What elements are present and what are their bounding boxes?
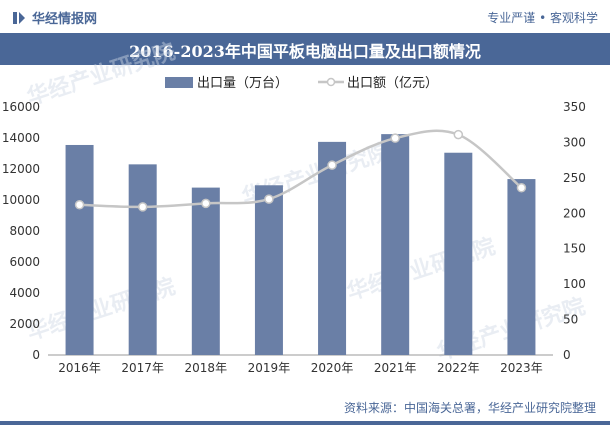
legend: 出口量（万台） 出口额（亿元） (165, 76, 438, 91)
bar (381, 134, 410, 355)
legend-bar-swatch (165, 77, 193, 88)
y-left-tick-label: 14000 (2, 131, 40, 145)
line-point (516, 183, 527, 193)
bar (507, 179, 536, 355)
brand[interactable]: 华经情报网 (12, 8, 97, 27)
y-right-tick-label: 100 (563, 277, 586, 291)
line-point (137, 202, 148, 212)
bar (128, 164, 157, 355)
y-left-tick-label: 6000 (9, 255, 40, 269)
legend-line-marker (326, 77, 336, 87)
brand-name: 华经情报网 (32, 12, 98, 27)
bar-series (65, 134, 536, 355)
watermark-layer: 华经产业研究院华经产业研究院华经产业研究院华经产业研究院华经产业研究院 (24, 38, 589, 365)
bar (318, 141, 347, 355)
x-tick-label: 2022年 (437, 361, 480, 375)
line-point (74, 200, 85, 210)
y-left-tick-label: 2000 (9, 317, 40, 331)
bar (254, 185, 283, 355)
line-point (264, 194, 274, 204)
watermark-text: 华经产业研究院 (344, 233, 499, 305)
x-tick-label: 2016年 (58, 361, 101, 375)
x-tick-label: 2020年 (311, 361, 354, 375)
source-note: 资料来源：中国海关总署，华经产业研究院整理 (343, 401, 596, 415)
watermark-text: 华经产业研究院 (24, 38, 179, 110)
x-tick-label: 2019年 (248, 361, 291, 375)
y-right-tick-label: 150 (563, 242, 586, 256)
title-bar (0, 33, 610, 65)
bar (65, 144, 94, 355)
y-right-tick-label: 50 (563, 313, 578, 327)
y-left-tick-label: 16000 (2, 100, 40, 114)
y-right-tick-label: 350 (563, 100, 586, 114)
header: 华经情报网 专业严谨 • 客观科学 (0, 0, 610, 32)
y-right-tick-label: 250 (563, 171, 586, 185)
footer-line (0, 421, 610, 425)
bar (191, 187, 220, 355)
x-tick-label: 2018年 (185, 361, 228, 375)
x-tick-label: 2023年 (500, 361, 543, 375)
y-left-tick-label: 10000 (2, 193, 40, 207)
x-tick-label: 2021年 (374, 361, 417, 375)
chart-title: 2016-2023年中国平板电脑出口量及出口额情况 (129, 42, 481, 61)
y-right-tick-label: 200 (563, 206, 586, 220)
y-left-tick-label: 8000 (9, 224, 40, 238)
brand-logo-icon (13, 11, 25, 24)
line-point (453, 129, 464, 140)
y-left-tick-label: 4000 (9, 286, 40, 300)
y-right-tick-label: 300 (563, 135, 586, 149)
bar (444, 152, 473, 355)
line-point (327, 160, 337, 170)
y-left-tick-label: 0 (32, 348, 40, 362)
slogan: 专业严谨 • 客观科学 (487, 11, 598, 25)
legend-label-line: 出口额（亿元） (347, 76, 438, 91)
line-series (74, 129, 527, 212)
axes: 0 2000 4000 6000 8000 10000 12000 14000 16000 0 50… (2, 100, 586, 375)
legend-label-bar: 出口量（万台） (197, 76, 288, 91)
line-point (201, 198, 211, 209)
line-point (390, 133, 400, 143)
y-left-tick-label: 12000 (2, 162, 40, 176)
x-tick-label: 2017年 (121, 361, 164, 375)
y-right-tick-label: 0 (563, 348, 571, 362)
